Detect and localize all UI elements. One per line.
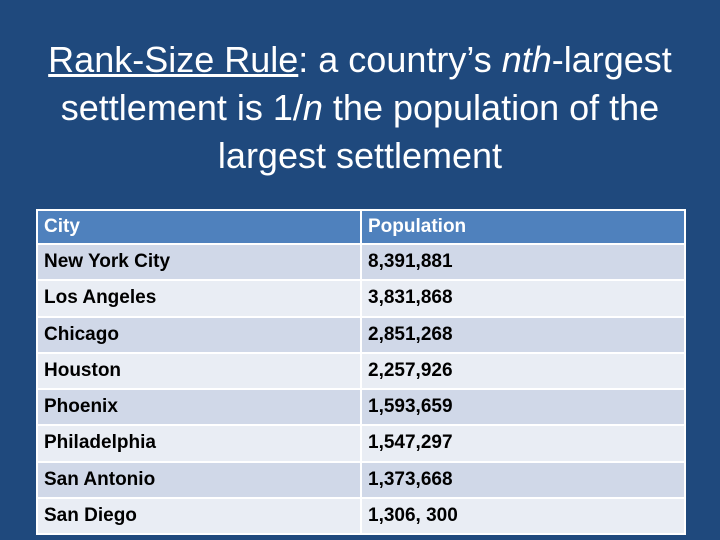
- table-row: Houston 2,257,926: [36, 351, 686, 391]
- city-cell: San Antonio: [36, 460, 362, 499]
- table-row: Phoenix 1,593,659: [36, 387, 686, 427]
- title-text: settlement is 1/: [60, 87, 303, 128]
- title-text: the population of the: [322, 87, 660, 128]
- population-cell: 3,831,868: [360, 279, 686, 318]
- title-text: largest settlement: [217, 135, 503, 176]
- population-cell: 1,593,659: [360, 387, 686, 427]
- population-cell: 1,373,668: [360, 460, 686, 499]
- slide-title: Rank-Size Rule: a country’s nth-largest …: [20, 36, 700, 180]
- population-cell: 1,306, 300: [360, 496, 686, 536]
- city-cell: Chicago: [36, 315, 362, 354]
- city-cell: Phoenix: [36, 387, 362, 427]
- title-term: Rank-Size Rule: [48, 39, 299, 80]
- title-text: : a country’s: [298, 39, 502, 80]
- title-italic-n: n: [302, 87, 323, 128]
- population-table-container: City Population New York City 8,391,881 …: [36, 209, 686, 536]
- table-row: Chicago 2,851,268: [36, 315, 686, 354]
- population-cell: 1,547,297: [360, 424, 686, 463]
- table-row: Philadelphia 1,547,297: [36, 424, 686, 463]
- title-text: -largest: [551, 39, 672, 80]
- city-cell: San Diego: [36, 496, 362, 536]
- table-row: New York City 8,391,881: [36, 242, 686, 282]
- city-cell: Philadelphia: [36, 424, 362, 463]
- population-cell: 8,391,881: [360, 242, 686, 282]
- title-italic-nth: nth: [501, 39, 552, 80]
- column-header-city: City: [36, 209, 362, 245]
- table-row: San Diego 1,306, 300: [36, 496, 686, 536]
- table-row: San Antonio 1,373,668: [36, 460, 686, 499]
- population-cell: 2,257,926: [360, 351, 686, 391]
- city-cell: Houston: [36, 351, 362, 391]
- table-header-row: City Population: [36, 209, 686, 245]
- population-table: City Population New York City 8,391,881 …: [36, 209, 686, 536]
- column-header-population: Population: [360, 209, 686, 245]
- city-cell: Los Angeles: [36, 279, 362, 318]
- city-cell: New York City: [36, 242, 362, 282]
- table-row: Los Angeles 3,831,868: [36, 279, 686, 318]
- population-cell: 2,851,268: [360, 315, 686, 354]
